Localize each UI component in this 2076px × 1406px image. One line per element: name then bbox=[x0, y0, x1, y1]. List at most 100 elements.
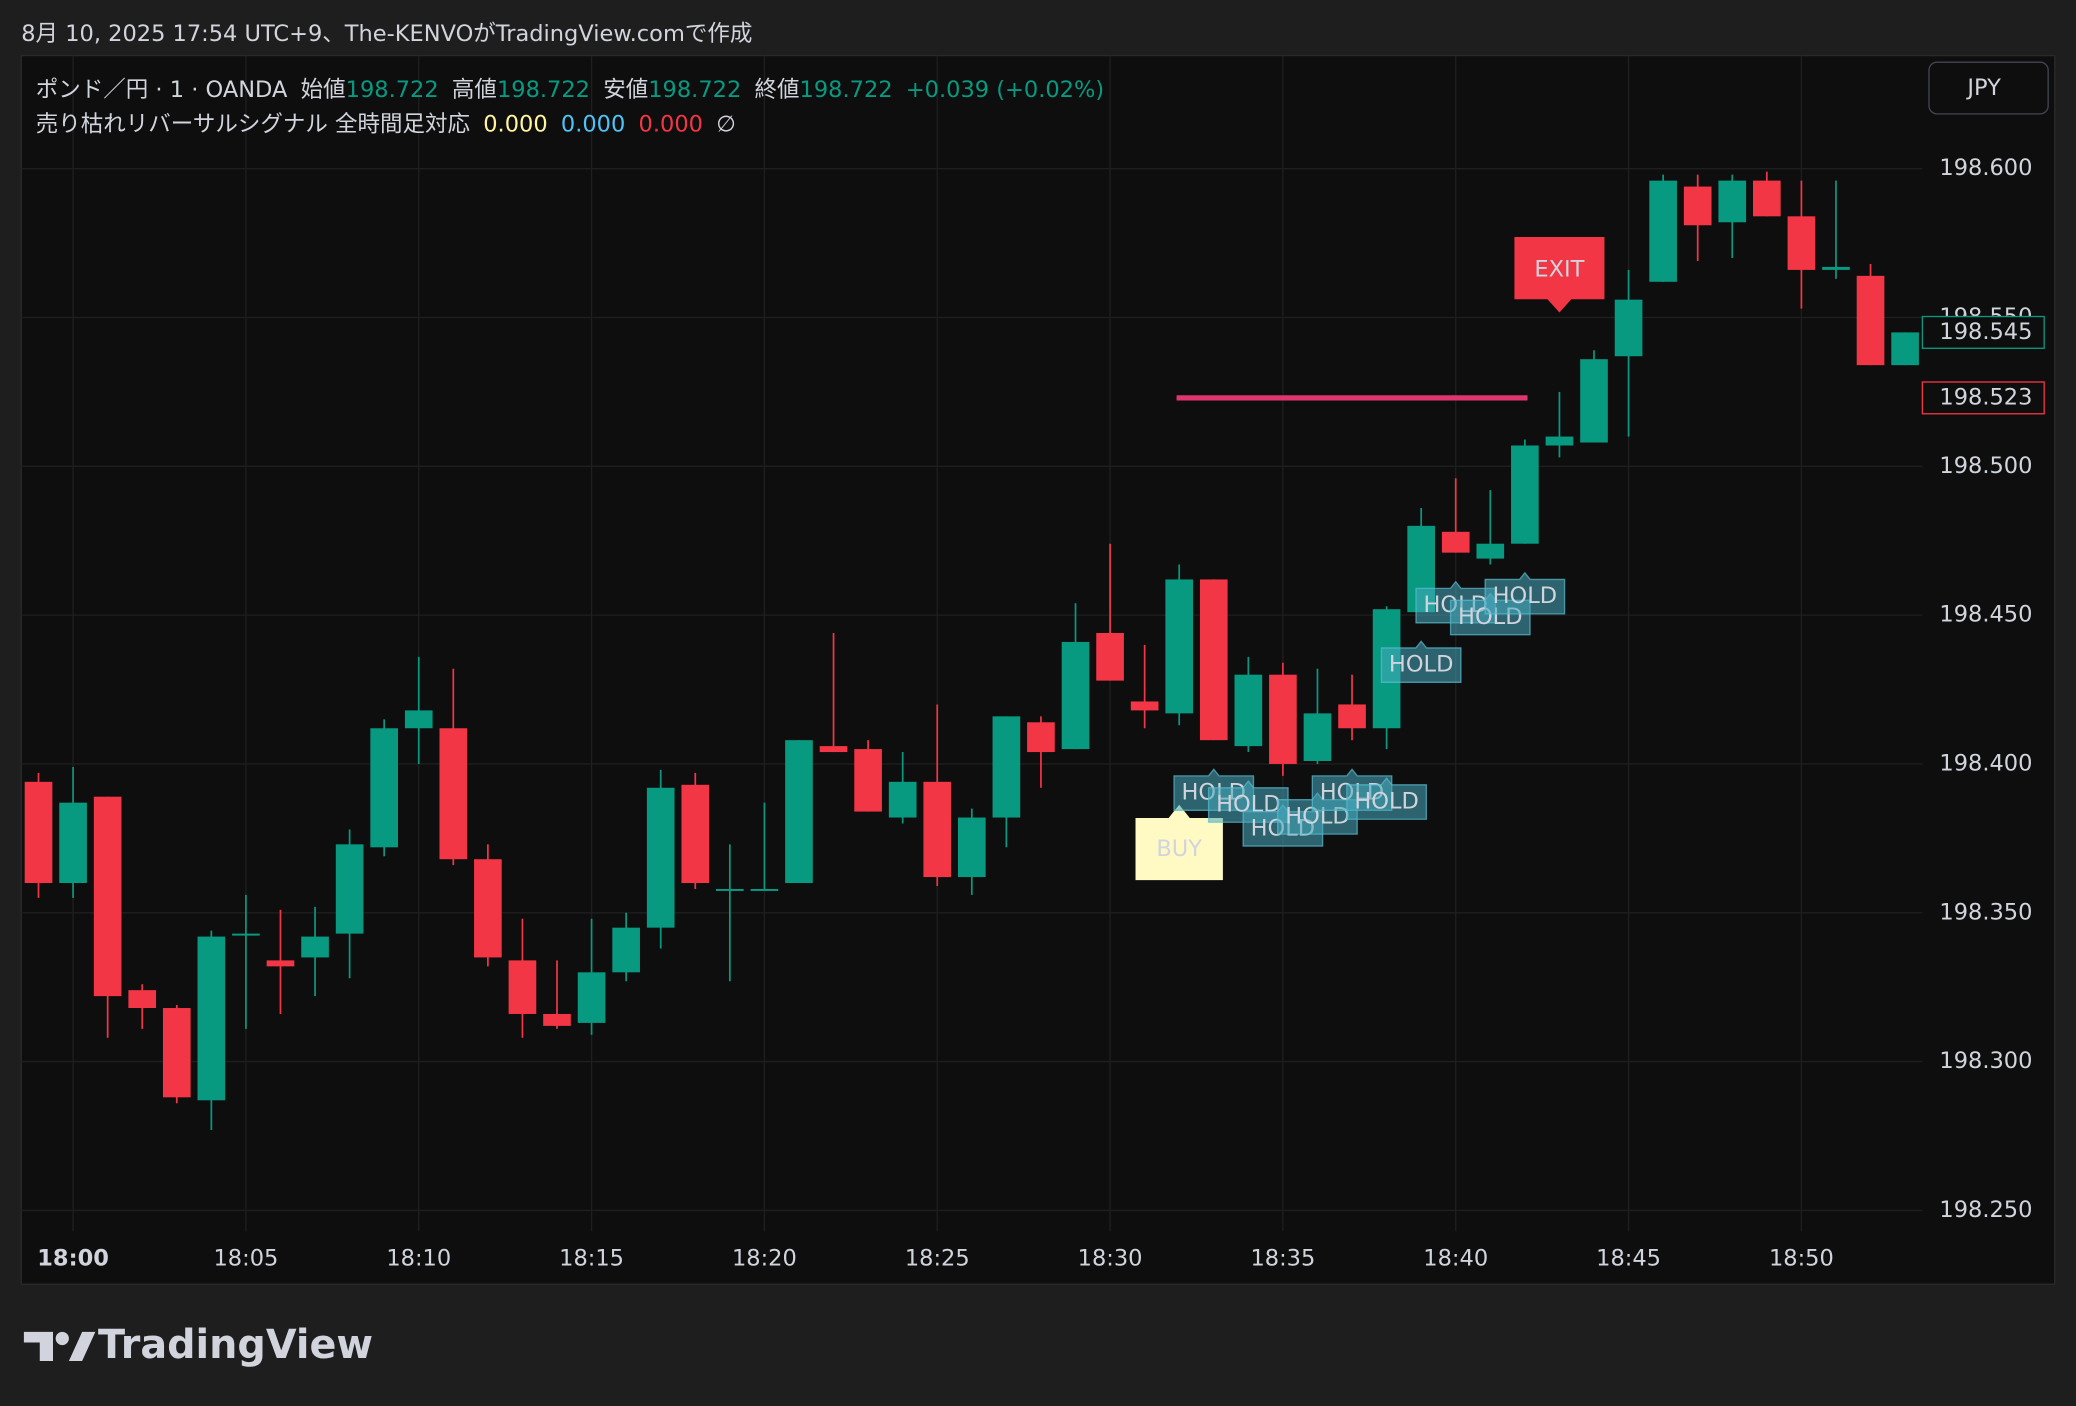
caption: 8月 10, 2025 17:54 UTC+9、The-KENVOがTradin… bbox=[21, 21, 752, 47]
candle-body bbox=[1130, 701, 1159, 711]
x-tick-label: 18:50 bbox=[1769, 1246, 1834, 1272]
candle-body bbox=[232, 933, 260, 936]
brand-name: TradingView bbox=[98, 1322, 373, 1368]
signal-box bbox=[1346, 777, 1427, 820]
signal-label: BUY bbox=[1156, 836, 1202, 862]
brand-logo bbox=[23, 1331, 96, 1361]
candle-body bbox=[1718, 180, 1747, 223]
candle-body bbox=[24, 781, 53, 884]
y-tick-label: 198.450 bbox=[1939, 602, 2032, 628]
legend-text: 198.722 bbox=[800, 77, 893, 103]
candle-body bbox=[1891, 332, 1919, 366]
price-label-box bbox=[1921, 315, 2045, 349]
candle-body bbox=[1096, 633, 1124, 681]
candle-body bbox=[1165, 579, 1194, 714]
candle-body bbox=[785, 740, 813, 884]
candle-body bbox=[93, 796, 122, 997]
candle-body bbox=[819, 746, 848, 753]
candle-body bbox=[716, 888, 744, 891]
candle-body bbox=[888, 781, 917, 818]
x-tick-label: 18:10 bbox=[386, 1246, 451, 1272]
candle-body bbox=[1027, 722, 1055, 753]
signal-box bbox=[1380, 640, 1462, 684]
candle-body bbox=[646, 787, 675, 928]
y-tick-label: 198.600 bbox=[1939, 155, 2032, 181]
legend-text: 198.722 bbox=[497, 77, 590, 103]
candle-body bbox=[128, 990, 157, 1009]
candle-body bbox=[1061, 641, 1090, 750]
y-tick-label: 198.350 bbox=[1939, 899, 2032, 925]
candle-body bbox=[162, 1008, 191, 1098]
legend-text: 198.722 bbox=[346, 77, 439, 103]
indicator-line: 売り枯れリバーサルシグナル 全時間足対応 0.000 0.000 0.000 ∅ bbox=[36, 111, 736, 137]
signal-label: EXIT bbox=[1534, 257, 1584, 283]
price-label: 198.545 bbox=[1939, 319, 2032, 345]
candle-body bbox=[1753, 180, 1781, 217]
candle-body bbox=[1441, 531, 1470, 553]
legend-text: 0.000 bbox=[561, 111, 625, 137]
candle-body bbox=[59, 802, 87, 884]
candle-body bbox=[1787, 216, 1816, 270]
candle-body bbox=[1649, 180, 1677, 282]
signal-box bbox=[1135, 804, 1223, 881]
candle-body bbox=[681, 784, 710, 884]
legend-text: 198.722 bbox=[648, 77, 741, 103]
x-tick-label: 18:45 bbox=[1596, 1246, 1661, 1272]
candle-body bbox=[1580, 359, 1608, 443]
price-label: 198.523 bbox=[1939, 384, 2032, 410]
candle-body bbox=[1856, 275, 1885, 366]
candle-body bbox=[957, 817, 986, 878]
candle-body bbox=[923, 781, 952, 878]
candle-body bbox=[543, 1013, 571, 1026]
candle-body bbox=[508, 960, 537, 1014]
plot: 198.250 198.300 198.350 198.400 198.450 198.5… bbox=[21, 55, 2045, 1272]
legend-text: 安値 bbox=[603, 77, 648, 103]
x-tick-label: 18:25 bbox=[905, 1246, 970, 1272]
candle-body bbox=[266, 960, 295, 967]
legend-text: 終値 bbox=[755, 77, 800, 103]
x-tick-label: 18:40 bbox=[1423, 1246, 1488, 1272]
candle-body bbox=[1545, 436, 1574, 446]
candle-body bbox=[404, 710, 433, 729]
signal-label: HOLD bbox=[1493, 583, 1558, 609]
legend-text: 0.000 bbox=[483, 111, 547, 137]
price-label-box bbox=[1921, 381, 2045, 415]
chart-pane bbox=[20, 54, 2056, 1285]
candle-body bbox=[301, 936, 329, 958]
candle-body bbox=[197, 936, 226, 1101]
y-tick-label: 198.250 bbox=[1939, 1197, 2032, 1223]
candle-body bbox=[1511, 445, 1539, 544]
legend-text: ポンド／円 · 1 · OANDA bbox=[36, 77, 288, 103]
candle-body bbox=[1303, 713, 1332, 761]
x-tick-label: 18:05 bbox=[213, 1246, 278, 1272]
x-tick-label: 18:30 bbox=[1078, 1246, 1143, 1272]
candle-body bbox=[1269, 674, 1297, 764]
signal-label: HOLD bbox=[1354, 789, 1419, 815]
candle-body bbox=[1683, 186, 1712, 226]
candle-body bbox=[1822, 266, 1850, 270]
legend-text: +0.039 (+0.02%) bbox=[906, 77, 1104, 103]
legend-line: ポンド／円 · 1 · OANDA 始値198.722 高値198.722 安値198… bbox=[36, 77, 1104, 103]
y-tick-label: 198.300 bbox=[1939, 1048, 2032, 1074]
candle-body bbox=[370, 728, 399, 848]
candle-body bbox=[1338, 704, 1366, 729]
candle-body bbox=[1476, 543, 1505, 559]
candle-body bbox=[854, 749, 882, 812]
candle-body bbox=[992, 716, 1021, 818]
signal-box bbox=[1484, 571, 1566, 615]
candle-body bbox=[577, 972, 606, 1023]
candle-body bbox=[1614, 299, 1643, 357]
x-tick-label: 18:00 bbox=[37, 1246, 109, 1272]
y-tick-label: 198.500 bbox=[1939, 453, 2032, 479]
candle-body bbox=[750, 888, 779, 891]
signal-label: HOLD bbox=[1389, 652, 1454, 678]
legend-text: 始値 bbox=[301, 77, 346, 103]
candle-body bbox=[1234, 674, 1263, 747]
legend-text: 高値 bbox=[452, 77, 497, 103]
candle-body bbox=[439, 728, 468, 860]
currency-button[interactable] bbox=[1928, 61, 2049, 115]
x-tick-label: 18:15 bbox=[559, 1246, 624, 1272]
x-tick-label: 18:20 bbox=[732, 1246, 797, 1272]
